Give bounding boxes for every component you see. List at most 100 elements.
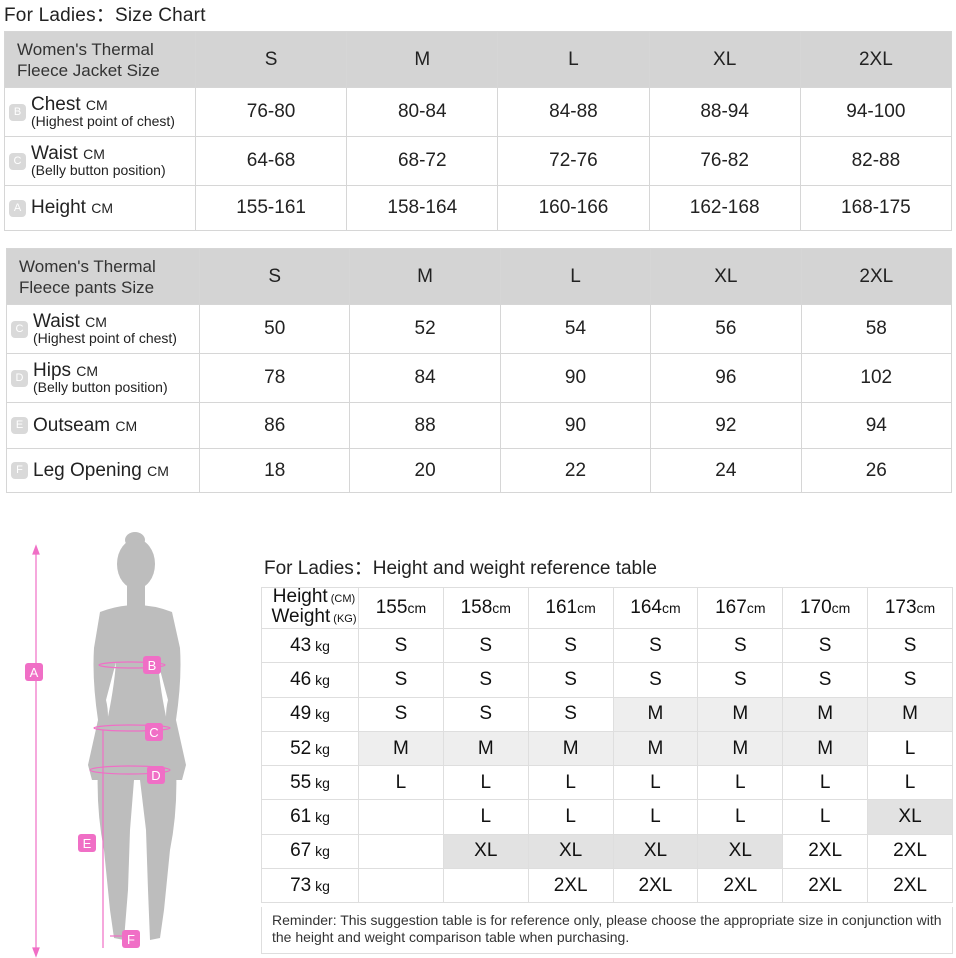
hw-size-cell: M [612, 730, 699, 767]
size-value: 52 [349, 304, 501, 354]
size-value: 22 [499, 448, 652, 493]
size-value: 82-88 [799, 136, 953, 186]
body-measurement-figure: A B C D E F [25, 532, 186, 958]
hw-size-cell: M [527, 730, 614, 767]
marker-badge: B [9, 103, 26, 121]
svg-text:D: D [151, 768, 160, 783]
size-row: C Waist CM (Highest point of chest) 50 52 54 5… [6, 304, 953, 354]
hw-size-cell: S [442, 696, 529, 732]
size-value: 90 [499, 402, 652, 449]
hw-size-cell: 2XL [867, 868, 953, 904]
hw-row: 55 kg L L L L L L L [261, 765, 953, 801]
hw-height-header: 170cm [782, 587, 869, 629]
hw-size-cell: XL [867, 799, 953, 835]
weight-unit-label: kg [311, 774, 330, 791]
size-value: 68-72 [346, 136, 499, 186]
size-row-label: C Waist CM (Highest point of chest) [6, 304, 200, 354]
measure-unit: CM [115, 417, 138, 434]
size-header-line: Fleece Jacket Size [17, 60, 160, 80]
size-column-header: 2XL [800, 248, 953, 305]
hw-size-cell: S [697, 662, 784, 698]
hw-size-cell: S [612, 627, 699, 664]
height-value: 164 [630, 597, 662, 618]
hw-weight-header: 49 kg [261, 696, 359, 732]
hw-size-cell: S [358, 696, 444, 732]
height-value: 173 [884, 597, 917, 618]
size-header-line: Fleece pants Size [19, 277, 155, 297]
hw-weight-header: 43 kg [261, 627, 359, 664]
size-row-label: E Outseam CM [6, 402, 200, 449]
hw-size-cell: S [867, 627, 953, 664]
size-header-line: Women's Thermal [19, 256, 156, 276]
hw-size-cell: XL [697, 833, 784, 870]
hw-weight-header: 46 kg [261, 662, 359, 698]
hw-size-cell [358, 799, 444, 835]
pants-size-table: Women's Thermal Fleece pants Size S M L XL 2XL… [6, 248, 953, 493]
size-row: C Waist CM (Belly button position) 64-68 68-… [4, 136, 953, 186]
size-column-header: S [198, 248, 351, 305]
measure-name: Chest [31, 93, 81, 115]
hw-size-cell: L [358, 765, 444, 801]
size-value: 18 [198, 448, 351, 493]
hw-size-cell: L [442, 765, 529, 801]
weight-unit-label: kg [311, 877, 330, 894]
hw-size-cell: L [612, 765, 699, 801]
height-unit: (CM) [327, 593, 356, 605]
measure-note: (Highest point of chest) [31, 112, 175, 129]
weight-unit-label: kg [311, 740, 330, 757]
hw-row: 67 kg XL XL XL XL 2XL 2XL [261, 833, 953, 870]
hw-height-header: 158cm [442, 587, 529, 629]
hw-size-cell [358, 868, 444, 904]
size-value: 50 [198, 304, 351, 354]
height-measure-line [32, 544, 40, 958]
weight-unit-label: kg [311, 637, 330, 654]
measure-unit: CM [147, 462, 169, 479]
size-column-header: M [346, 31, 499, 88]
hw-size-cell: XL [442, 833, 529, 870]
height-value: 167 [715, 597, 747, 618]
marker-b: B [143, 656, 161, 674]
size-value: 78 [198, 353, 351, 403]
size-column-header: XL [650, 248, 802, 305]
size-column-header: XL [648, 31, 801, 88]
height-unit-label: cm [916, 600, 936, 616]
hw-size-cell: S [527, 662, 614, 698]
size-header-label: Women's Thermal Fleece Jacket Size [4, 31, 196, 88]
measure-note: (Highest point of chest) [33, 329, 177, 346]
hw-height-header: 155cm [358, 587, 444, 629]
size-row-label: F Leg Opening CM [6, 448, 200, 493]
measure-unit: CM [85, 313, 107, 330]
hw-size-cell: S [358, 662, 444, 698]
size-value: 26 [800, 448, 953, 493]
hw-row: 73 kg 2XL 2XL 2XL 2XL 2XL [261, 868, 953, 904]
hw-size-cell: M [782, 696, 869, 732]
size-column-header: L [499, 248, 652, 305]
hw-table-title: For Ladies：Height and weight reference t… [264, 558, 657, 579]
hw-size-cell: M [697, 730, 784, 767]
size-value: 64-68 [194, 136, 348, 186]
size-value: 94-100 [799, 87, 953, 137]
reminder-note: Reminder: This suggestion table is for r… [261, 907, 953, 954]
size-value: 20 [349, 448, 501, 493]
hw-height-header: 173cm [867, 587, 953, 629]
hw-size-cell: L [867, 730, 953, 767]
hw-size-cell: S [442, 627, 529, 664]
jacket-size-table: Women's Thermal Fleece Jacket Size S M L XL 2X… [4, 31, 953, 231]
hw-size-cell: M [358, 730, 444, 767]
size-value: 80-84 [346, 87, 499, 137]
size-row: F Leg Opening CM 18 20 22 24 26 [6, 448, 953, 493]
height-unit-label: cm [661, 600, 681, 616]
height-weight-table: Height (CM) Weight (KG) 155cm 158cm 161cm 164… [261, 587, 953, 904]
marker-a: A [25, 663, 43, 681]
height-unit-label: cm [831, 600, 851, 616]
hw-height-header: 164cm [612, 587, 699, 629]
hw-weight-header: 61 kg [261, 799, 359, 835]
measure-unit: CM [91, 200, 113, 216]
hw-row: 52 kg M M M M M M L [261, 730, 953, 767]
size-header-row: Women's Thermal Fleece pants Size S M L XL 2XL [6, 248, 953, 305]
size-value: 162-168 [648, 185, 801, 231]
size-value: 24 [650, 448, 802, 493]
weight-unit-label: kg [311, 809, 330, 826]
marker-badge: A [9, 199, 26, 217]
hw-size-cell: 2XL [612, 868, 699, 904]
